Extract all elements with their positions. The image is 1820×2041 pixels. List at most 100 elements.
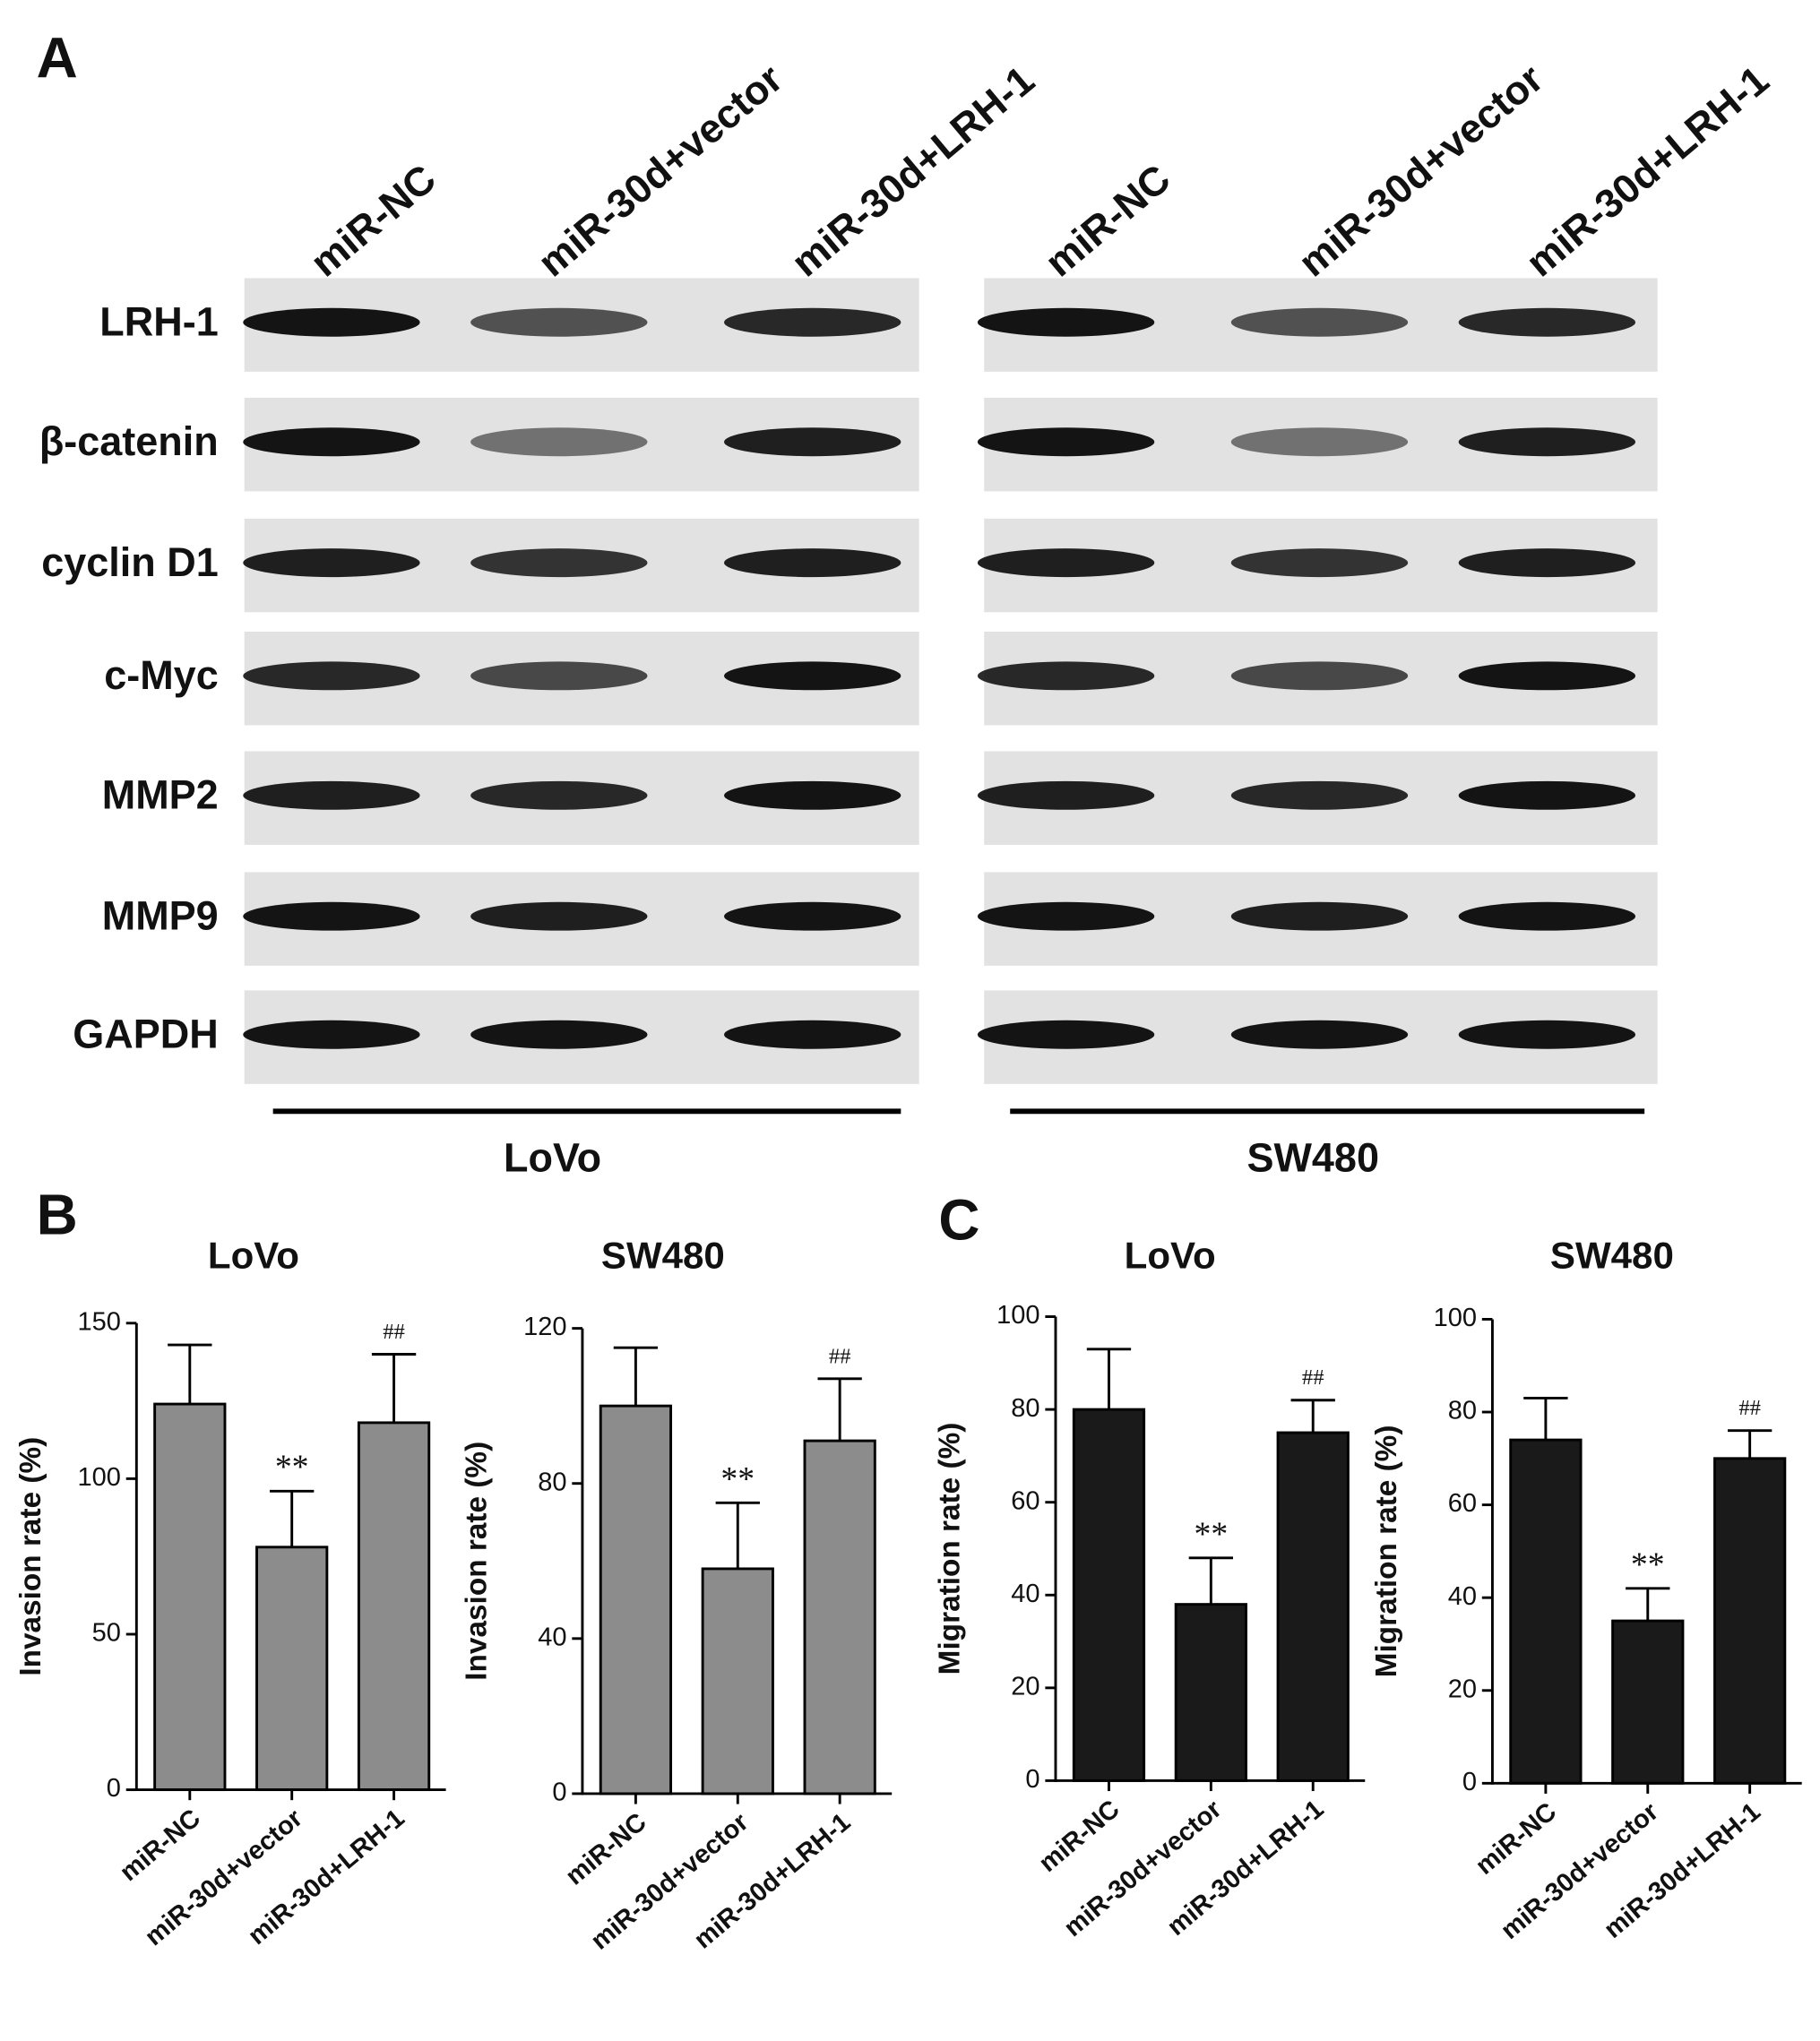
protein-label: β-catenin (39, 418, 219, 464)
protein-label: c-Myc (104, 652, 218, 698)
band (1458, 661, 1635, 691)
band (243, 427, 420, 457)
bar (1713, 1457, 1787, 1785)
band (1230, 901, 1409, 931)
panel-label: B (37, 1183, 78, 1247)
y-tick-label: 20 (1011, 1673, 1039, 1701)
lane-label: miR-NC (1036, 155, 1178, 285)
y-tick-label: 60 (1011, 1486, 1039, 1515)
band (1458, 901, 1635, 931)
y-tick-label: 80 (538, 1468, 566, 1496)
y-axis-label: Invasion rate (%) (461, 1442, 494, 1681)
band (977, 427, 1155, 457)
protein-label: LRH-1 (99, 299, 218, 345)
band (1230, 661, 1409, 691)
protein-label: MMP9 (102, 893, 219, 939)
band (470, 780, 648, 810)
band (243, 1020, 420, 1049)
y-tick-label: 100 (78, 1463, 121, 1492)
annotation: ## (383, 1320, 405, 1344)
bar (803, 1439, 876, 1796)
y-tick-label: 0 (107, 1774, 121, 1803)
x-tick-label: miR-NC (560, 1808, 651, 1891)
bar (1611, 1619, 1685, 1785)
bar (255, 1546, 329, 1792)
bar (1509, 1438, 1583, 1785)
protein-label: cyclin D1 (41, 539, 218, 585)
chart-title: SW480 (1550, 1234, 1674, 1276)
band (243, 661, 420, 691)
y-tick-label: 50 (92, 1619, 121, 1648)
protein-label: MMP2 (102, 772, 219, 818)
band (1230, 1020, 1409, 1049)
band (977, 548, 1155, 578)
band (470, 548, 648, 578)
y-tick-label: 100 (996, 1301, 1039, 1330)
band (470, 901, 648, 931)
y-tick-label: 150 (78, 1307, 121, 1336)
band (243, 548, 420, 578)
band (724, 548, 901, 578)
band (724, 780, 901, 810)
chart-title: LoVo (208, 1234, 299, 1276)
band (243, 901, 420, 931)
x-tick-label: miR-NC (1471, 1797, 1562, 1881)
annotation: ** (720, 1460, 755, 1498)
band (243, 307, 420, 337)
annotation: ** (1194, 1515, 1228, 1553)
annotation: ** (1631, 1546, 1665, 1583)
lane-label: miR-NC (302, 155, 444, 285)
lane-label: miR-30d+LRH-1 (1517, 56, 1777, 285)
band (977, 307, 1155, 337)
y-tick-label: 60 (1448, 1489, 1477, 1518)
panel-label: A (37, 25, 78, 90)
band (1230, 307, 1409, 337)
band (724, 427, 901, 457)
annotation: ## (829, 1344, 851, 1368)
y-axis-label: Migration rate (%) (934, 1423, 967, 1675)
annotation: ## (1302, 1365, 1324, 1390)
band (1458, 1020, 1635, 1049)
band (1230, 780, 1409, 810)
bar (701, 1567, 774, 1796)
panel-label: C (938, 1187, 979, 1252)
bar (1072, 1408, 1146, 1782)
y-tick-label: 0 (552, 1778, 566, 1807)
protein-label: GAPDH (73, 1012, 218, 1057)
band (977, 1020, 1155, 1049)
y-tick-label: 80 (1011, 1394, 1039, 1423)
cell-line-label: SW480 (1246, 1134, 1378, 1180)
band (1458, 307, 1635, 337)
band (1458, 427, 1635, 457)
band (977, 661, 1155, 691)
x-tick-label: miR-NC (115, 1804, 206, 1887)
y-tick-label: 20 (1448, 1675, 1477, 1703)
y-tick-label: 100 (1434, 1304, 1477, 1332)
band (243, 780, 420, 810)
bar (599, 1404, 673, 1796)
band (470, 427, 648, 457)
chart-title: SW480 (601, 1234, 725, 1276)
annotation: ** (275, 1449, 309, 1486)
lane-label: miR-30d+vector (1290, 56, 1551, 286)
band (724, 661, 901, 691)
cell-line-label: LoVo (504, 1134, 601, 1180)
y-axis-label: Migration rate (%) (1370, 1425, 1403, 1678)
band (470, 1020, 648, 1049)
y-tick-label: 0 (1462, 1768, 1477, 1796)
band (470, 661, 648, 691)
bar (153, 1402, 227, 1792)
band (1458, 780, 1635, 810)
x-tick-label: miR-NC (1034, 1795, 1126, 1878)
lane-label: miR-30d+LRH-1 (782, 56, 1042, 285)
bar (1174, 1603, 1247, 1782)
y-tick-label: 120 (523, 1313, 566, 1341)
y-axis-label: Invasion rate (%) (14, 1437, 47, 1676)
annotation: ## (1738, 1396, 1761, 1420)
band (724, 901, 901, 931)
band (724, 307, 901, 337)
bar (1276, 1431, 1350, 1782)
y-tick-label: 40 (1448, 1582, 1477, 1611)
y-tick-label: 40 (1011, 1580, 1039, 1608)
